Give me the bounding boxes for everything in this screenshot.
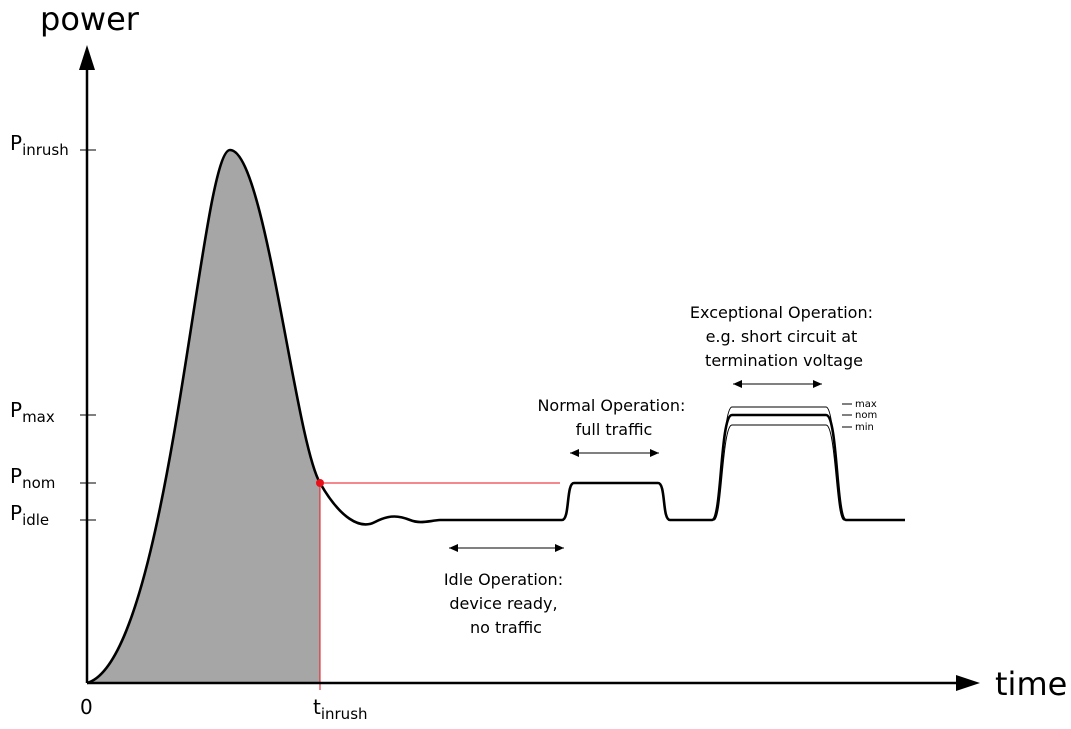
inrush-energy-area <box>87 150 320 683</box>
y-label-p-max: Pmax <box>10 398 55 426</box>
legend-label-min: min <box>855 422 874 433</box>
idle-annotation: Idle Operation: device ready, no traffic <box>444 570 568 637</box>
power-curve <box>86 148 905 685</box>
y-label-p-idle: Pidle <box>10 501 49 529</box>
y-label-p-inrush: Pinrush <box>10 131 69 159</box>
x-label-zero: 0 <box>80 695 93 719</box>
y-label-p-nom: Pnom <box>10 464 55 492</box>
inrush-nominal-marker <box>316 479 324 487</box>
x-label-t-inrush: tinrush <box>313 695 368 723</box>
exceptional-min-curve <box>713 424 845 521</box>
legend-label-nom: nom <box>855 410 877 421</box>
exceptional-max-curve <box>713 406 845 521</box>
x-axis-title: time <box>995 665 1067 703</box>
normal-annotation: Normal Operation: full traffic <box>537 396 690 439</box>
y-axis-arrowhead <box>79 45 95 70</box>
y-axis-title: power <box>40 0 140 38</box>
x-axis-arrowhead <box>956 675 980 691</box>
legend-label-max: max <box>855 399 877 410</box>
exceptional-annotation: Exceptional Operation: e.g. short circui… <box>690 303 878 370</box>
